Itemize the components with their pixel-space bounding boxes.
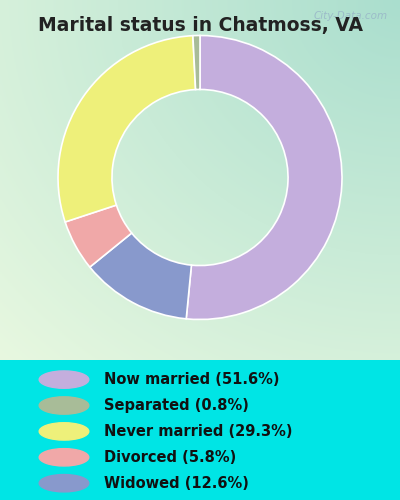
Wedge shape bbox=[65, 205, 132, 267]
Wedge shape bbox=[90, 233, 192, 319]
Text: Widowed (12.6%): Widowed (12.6%) bbox=[104, 476, 249, 490]
Text: Now married (51.6%): Now married (51.6%) bbox=[104, 372, 280, 387]
Wedge shape bbox=[193, 36, 200, 90]
Circle shape bbox=[39, 371, 89, 388]
Text: Divorced (5.8%): Divorced (5.8%) bbox=[104, 450, 236, 465]
Wedge shape bbox=[186, 36, 342, 320]
Text: Never married (29.3%): Never married (29.3%) bbox=[104, 424, 292, 439]
Circle shape bbox=[39, 422, 89, 440]
Text: City-Data.com: City-Data.com bbox=[314, 11, 388, 21]
Text: Separated (0.8%): Separated (0.8%) bbox=[104, 398, 249, 413]
Circle shape bbox=[39, 448, 89, 466]
Circle shape bbox=[39, 474, 89, 492]
Circle shape bbox=[39, 397, 89, 414]
Text: Marital status in Chatmoss, VA: Marital status in Chatmoss, VA bbox=[38, 16, 362, 35]
Wedge shape bbox=[58, 36, 196, 222]
